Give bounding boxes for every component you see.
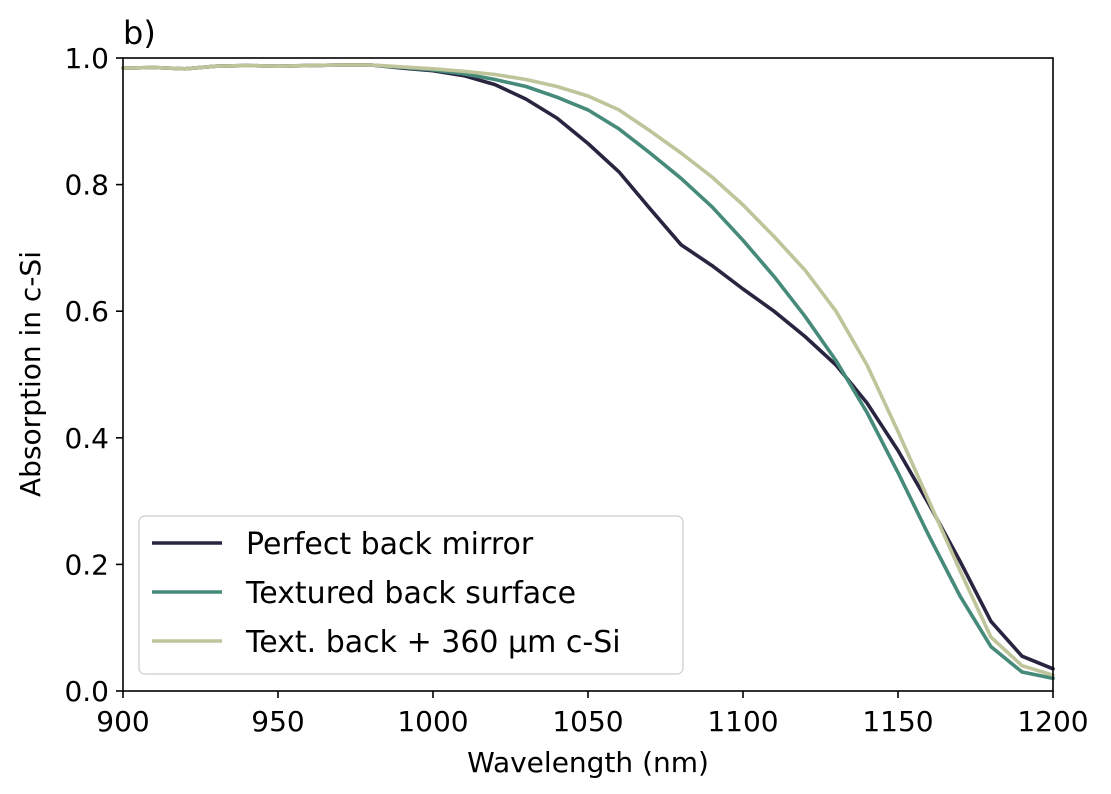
- y-tick-label: 0.4: [64, 422, 109, 455]
- series-lines: [121, 63, 1055, 681]
- y-tick-label: 0.6: [64, 295, 109, 328]
- y-tick-label: 0.8: [64, 169, 109, 202]
- legend-label-3: Text. back + 360 μm c-Si: [245, 625, 621, 660]
- x-tick-label: 1150: [862, 705, 933, 738]
- x-tick-label: 950: [251, 705, 304, 738]
- legend-label-2: Textured back surface: [245, 576, 576, 611]
- legend-label-1: Perfect back mirror: [246, 527, 534, 562]
- y-tick-label: 1.0: [64, 42, 109, 75]
- x-tick-label: 900: [96, 705, 149, 738]
- x-tick-label: 1050: [552, 705, 623, 738]
- legend: Perfect back mirror Textured back surface…: [138, 515, 684, 675]
- series-line-3: [121, 63, 1055, 678]
- x-tick-label: 1200: [1017, 705, 1088, 738]
- x-tick-label: 1000: [397, 705, 468, 738]
- x-axis-title: Wavelength (nm): [467, 746, 709, 779]
- y-tick-label: 0.2: [64, 548, 109, 581]
- y-tick-label: 0.0: [64, 675, 109, 708]
- y-axis: 0.0 0.2 0.4 0.6 0.8 1.0: [64, 42, 123, 708]
- x-axis: 900 950 1000 1050 1100 1150 1200: [96, 691, 1089, 738]
- y-axis-title: Absorption in c-Si: [14, 251, 47, 497]
- x-tick-label: 1100: [707, 705, 778, 738]
- panel-label: b): [123, 14, 156, 52]
- legend-box: [138, 515, 684, 675]
